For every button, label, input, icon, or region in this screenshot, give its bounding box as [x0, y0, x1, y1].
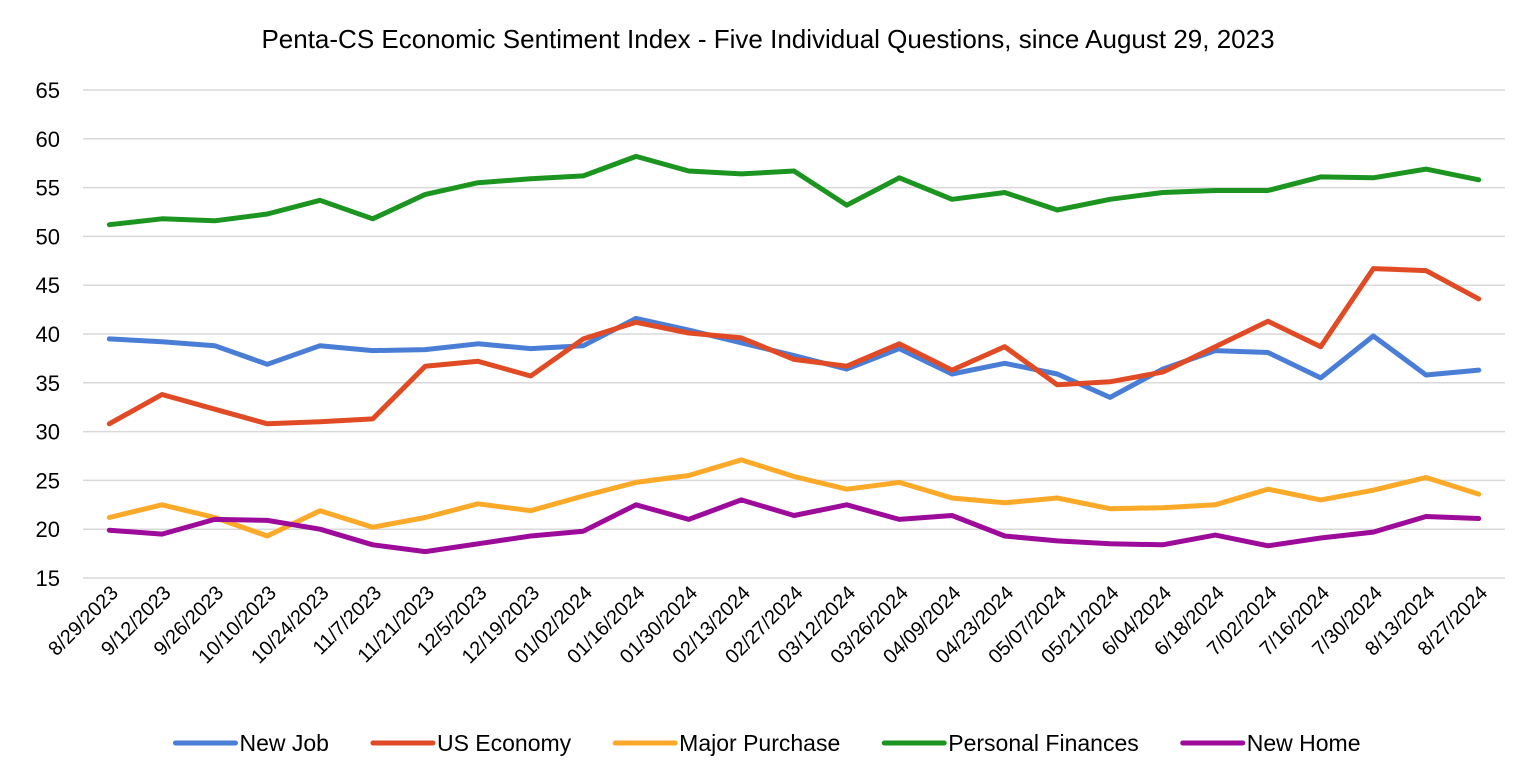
legend-item-us-economy: US Economy: [370, 730, 572, 756]
legend-item-major-purchase: Major Purchase: [612, 730, 840, 756]
y-tick-label: 50: [36, 224, 60, 249]
legend: New Job US Economy Major Purchase Personal …: [172, 730, 1361, 756]
chart-title: Penta-CS Economic Sentiment Index - Five…: [261, 24, 1274, 54]
legend-label: New Job: [239, 730, 328, 756]
series-lines: [106, 153, 1482, 555]
y-tick-label: 40: [36, 322, 60, 347]
y-tick-label: 60: [36, 127, 60, 152]
series-line-us-economy: [106, 266, 1482, 427]
legend-item-new-home: New Home: [1180, 730, 1361, 756]
y-tick-label: 65: [36, 78, 60, 103]
series-line-new-home: [106, 497, 1482, 555]
x-axis: 8/29/20239/12/20239/26/202310/10/202310/…: [44, 582, 1492, 668]
legend-item-personal-finances: Personal Finances: [881, 730, 1139, 756]
series-line-personal-finances: [106, 153, 1482, 228]
y-tick-label: 45: [36, 273, 60, 298]
y-tick-label: 15: [36, 566, 60, 591]
legend-label: Major Purchase: [679, 730, 840, 756]
legend-label: New Home: [1247, 730, 1361, 756]
legend-item-new-job: New Job: [172, 730, 329, 756]
y-tick-label: 35: [36, 371, 60, 396]
y-tick-label: 30: [36, 420, 60, 445]
y-tick-label: 25: [36, 468, 60, 493]
series-line-major-purchase: [106, 457, 1482, 539]
legend-label: Personal Finances: [948, 730, 1139, 756]
y-tick-label: 20: [36, 517, 60, 542]
y-tick-label: 55: [36, 176, 60, 201]
y-axis: 15 20 25 30 35 40 45 50 55 60 65: [36, 78, 60, 591]
legend-label: US Economy: [437, 730, 572, 756]
series-line-new-job: [106, 315, 1482, 400]
